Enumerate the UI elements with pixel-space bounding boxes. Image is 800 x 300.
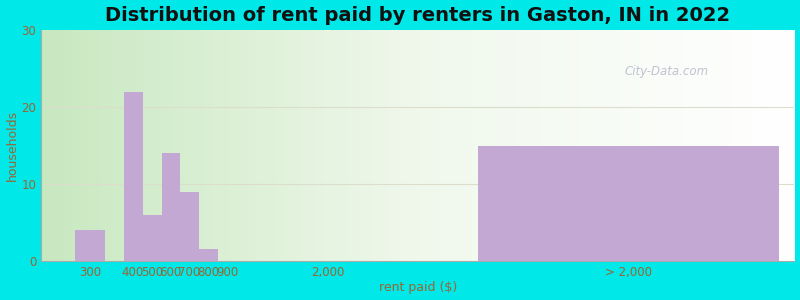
Bar bbox=[124, 92, 142, 261]
Bar bbox=[75, 230, 105, 261]
Title: Distribution of rent paid by renters in Gaston, IN in 2022: Distribution of rent paid by renters in … bbox=[105, 6, 730, 25]
Bar bbox=[162, 153, 181, 261]
Bar bbox=[199, 249, 218, 261]
Text: City-Data.com: City-Data.com bbox=[624, 65, 709, 78]
X-axis label: rent paid ($): rent paid ($) bbox=[378, 281, 457, 294]
Bar bbox=[478, 146, 779, 261]
Bar bbox=[142, 215, 162, 261]
Y-axis label: households: households bbox=[6, 110, 18, 181]
Bar bbox=[181, 192, 199, 261]
